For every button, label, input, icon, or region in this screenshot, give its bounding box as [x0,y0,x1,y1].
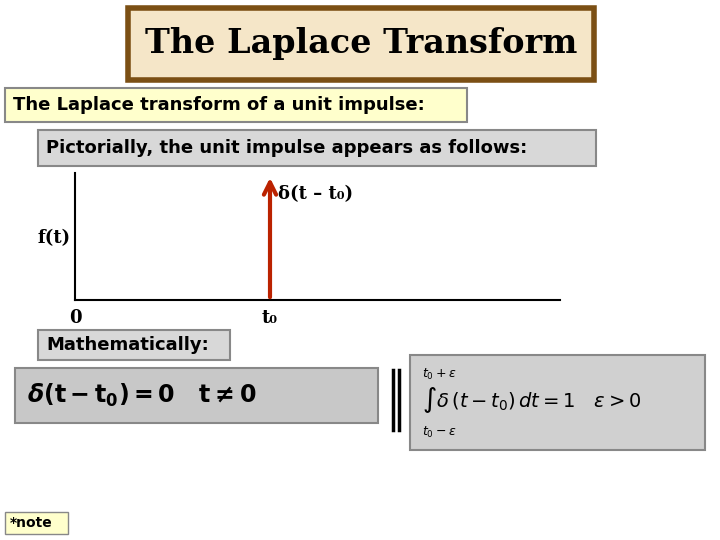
FancyBboxPatch shape [410,355,705,450]
Text: Pictorially, the unit impulse appears as follows:: Pictorially, the unit impulse appears as… [46,139,527,157]
Text: Mathematically:: Mathematically: [46,336,209,354]
FancyBboxPatch shape [38,130,596,166]
Text: The Laplace transform of a unit impulse:: The Laplace transform of a unit impulse: [13,96,425,114]
Text: δ(t – t₀): δ(t – t₀) [278,185,353,203]
FancyBboxPatch shape [5,512,68,534]
Text: f(t): f(t) [38,229,71,247]
FancyBboxPatch shape [128,8,594,80]
Text: 0: 0 [68,309,81,327]
Text: *note: *note [10,516,53,530]
FancyBboxPatch shape [38,330,230,360]
Text: $\int \delta\,(t-t_0)\,dt = 1 \quad \varepsilon>0$: $\int \delta\,(t-t_0)\,dt = 1 \quad \var… [422,385,641,415]
Text: The Laplace Transform: The Laplace Transform [145,28,577,60]
Text: $\boldsymbol{\delta}$$\mathbf{(t-t_0) = 0}$   $\mathbf{t \neq 0}$: $\boldsymbol{\delta}$$\mathbf{(t-t_0) = … [27,382,256,409]
Text: $t_0+\varepsilon$: $t_0+\varepsilon$ [422,367,456,382]
Text: t₀: t₀ [262,309,278,327]
Text: $t_0-\varepsilon$: $t_0-\varepsilon$ [422,425,456,440]
FancyBboxPatch shape [15,368,378,423]
FancyBboxPatch shape [5,88,467,122]
